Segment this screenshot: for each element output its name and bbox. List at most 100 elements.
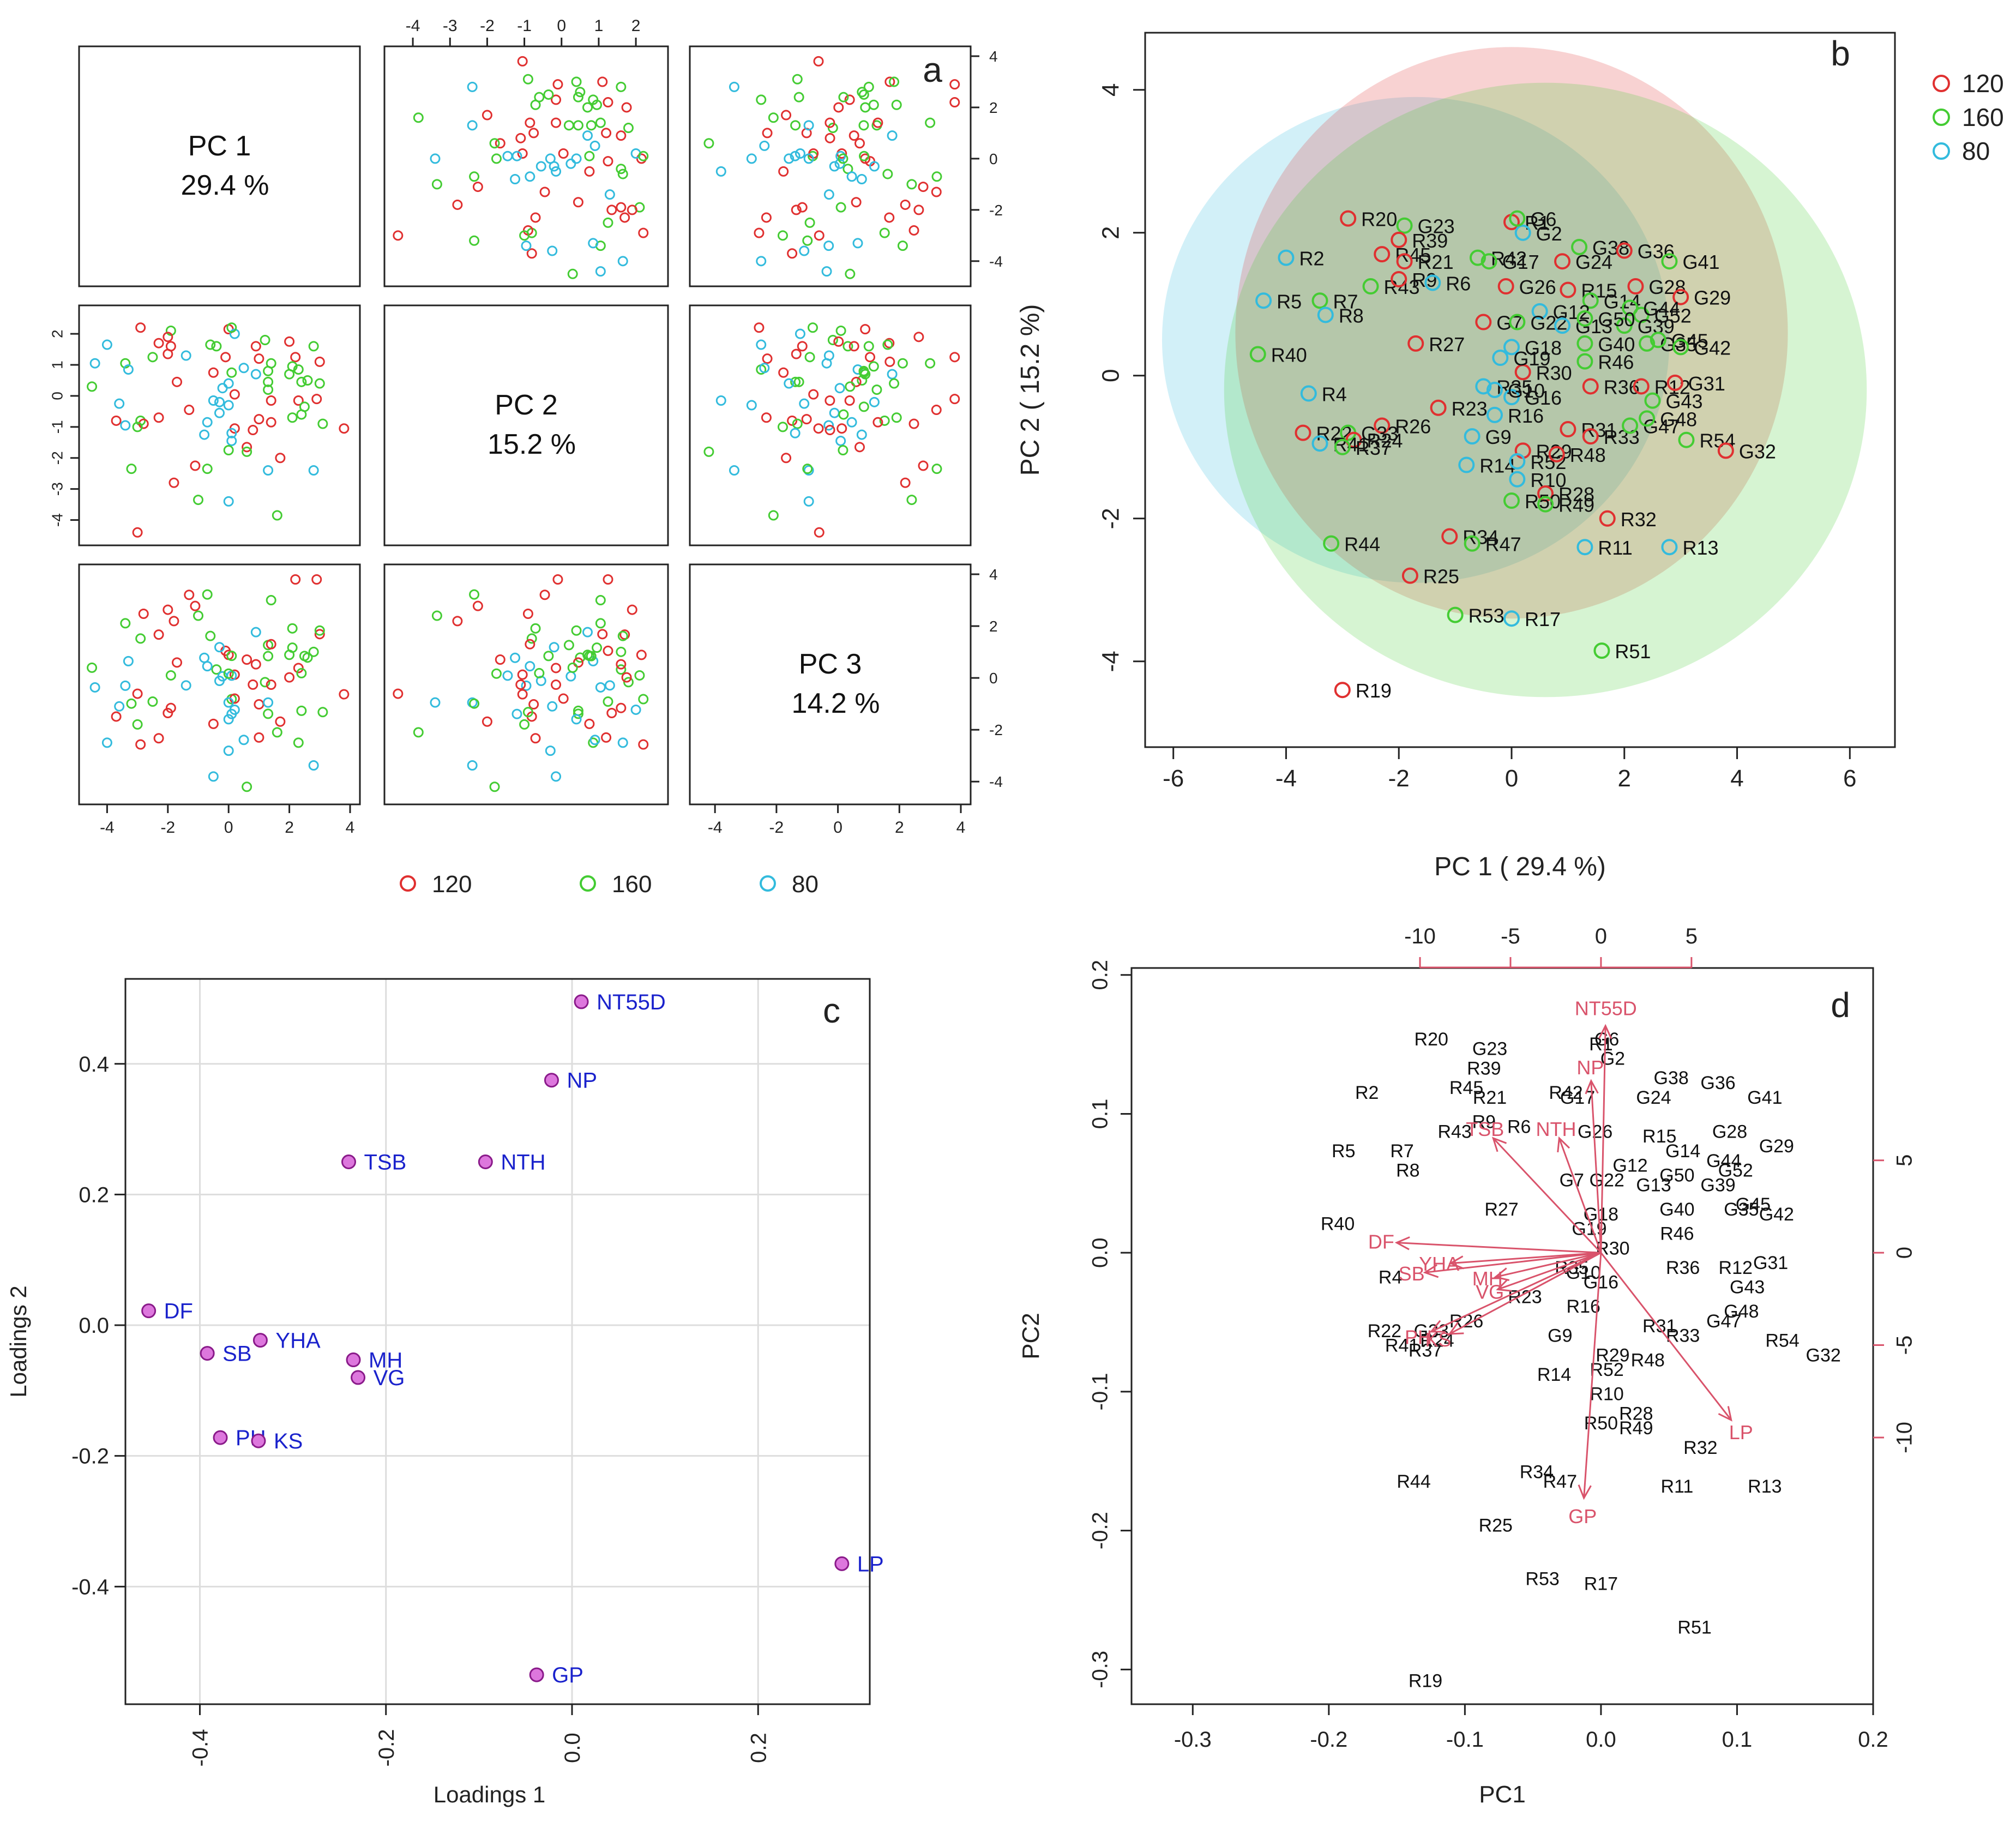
loading-point-label: LP xyxy=(857,1552,884,1576)
pairs-point xyxy=(510,173,521,184)
pairs-point xyxy=(571,153,582,164)
pairs-point xyxy=(226,367,237,378)
pairs-point xyxy=(835,325,846,336)
pairs-point xyxy=(791,348,802,359)
pairs-point xyxy=(263,365,274,376)
pairs-point xyxy=(833,102,844,113)
pairs-point xyxy=(879,415,890,426)
pairs-point xyxy=(317,707,328,718)
pairs-point xyxy=(89,358,100,369)
score-point-label: G29 xyxy=(1694,287,1731,309)
pairs-point xyxy=(469,171,480,182)
loading-point xyxy=(346,1352,361,1368)
diag-pc-variance: 29.4 % xyxy=(181,170,269,201)
legend-marker-80 xyxy=(1933,142,1950,160)
pairs-point xyxy=(551,771,562,782)
y-tick-label: 0.2 xyxy=(1088,960,1112,990)
loading-point xyxy=(213,1430,228,1445)
score-point-label: R29 xyxy=(1536,440,1572,462)
score-point xyxy=(1407,335,1424,352)
pairs-point xyxy=(825,117,835,128)
pairs-point xyxy=(586,651,597,662)
pairs-point xyxy=(761,412,772,423)
pairs-point xyxy=(238,363,249,374)
pairs-point xyxy=(808,389,819,400)
score-point-label: R17 xyxy=(1525,608,1561,630)
pairs-tick-label: -4 xyxy=(708,819,723,837)
pairs-point xyxy=(120,420,131,431)
pairs-point xyxy=(829,161,840,172)
score-point-label: R11 xyxy=(1598,537,1632,559)
biplot-score-label: G41 xyxy=(1747,1087,1782,1108)
biplot-score-label: R21 xyxy=(1473,1087,1507,1108)
loading-arrow-label: GP xyxy=(1568,1505,1597,1528)
x-tick-label: -2 xyxy=(1388,765,1410,792)
pairs-point xyxy=(606,205,617,215)
pairs-point xyxy=(829,407,840,418)
pairs-point xyxy=(266,595,276,606)
pairs-tick-label: -4 xyxy=(100,819,115,837)
score-point-label: G44 xyxy=(1643,297,1680,320)
biplot-score-label: G22 xyxy=(1590,1170,1624,1190)
pairs-point xyxy=(797,341,808,352)
pairs-point xyxy=(603,156,613,167)
pairs-point xyxy=(467,760,478,771)
pairs-point xyxy=(299,651,310,662)
pairs-point xyxy=(223,745,234,756)
biplot-score-label: R32 xyxy=(1683,1438,1717,1458)
pairs-point xyxy=(521,240,532,251)
score-point-label: G32 xyxy=(1739,440,1776,462)
score-point xyxy=(1582,292,1599,309)
biplot-score-label: G38 xyxy=(1654,1068,1689,1089)
pairs-point xyxy=(795,328,805,339)
pairs-point xyxy=(787,415,798,426)
pairs-point xyxy=(603,574,613,585)
score-point xyxy=(1576,539,1593,556)
pairs-point xyxy=(111,415,122,426)
pairs-point xyxy=(530,733,541,744)
score-point-label: R16 xyxy=(1508,405,1544,427)
pairs-point xyxy=(190,460,201,471)
score-point-label: R32 xyxy=(1621,508,1657,531)
score-point xyxy=(1503,492,1520,509)
top-tick-label: 0 xyxy=(1595,924,1607,948)
score-point xyxy=(1464,428,1481,445)
pairs-point xyxy=(949,97,960,108)
pairs-tick-label: -4 xyxy=(989,253,1003,270)
loading-arrow xyxy=(1583,1253,1602,1498)
score-point xyxy=(1633,306,1650,323)
loading-arrow-head xyxy=(1578,1484,1592,1500)
biplot-score-label: G29 xyxy=(1759,1136,1794,1157)
pairs-point xyxy=(547,245,558,256)
pairs-tick-label: 0 xyxy=(49,392,65,400)
pairs-tick-label: -4 xyxy=(989,773,1003,790)
biplot-score-label: G23 xyxy=(1472,1039,1507,1060)
pairs-point xyxy=(606,708,617,719)
pairs-tick-label: -2 xyxy=(989,202,1003,219)
y-tick-label: 0.0 xyxy=(79,1314,109,1338)
pairs-point xyxy=(275,453,286,464)
loading-arrow-head xyxy=(1394,1236,1410,1250)
pairs-point xyxy=(202,661,213,672)
pairs-point xyxy=(153,733,164,744)
pairs-point xyxy=(891,412,902,423)
pairs-point xyxy=(296,668,307,678)
score-point-label: R42 xyxy=(1491,248,1527,270)
loading-arrow-head xyxy=(1557,1136,1570,1153)
pairs-point xyxy=(135,739,146,750)
score-point xyxy=(1441,528,1458,545)
pairs-point xyxy=(469,235,480,246)
loading-arrow-label: MH xyxy=(1472,1267,1503,1290)
right-tick-label: 5 xyxy=(1893,1154,1917,1166)
pairs-tick-label: 2 xyxy=(895,819,904,837)
pairs-point xyxy=(87,662,98,673)
score-point xyxy=(1548,446,1565,462)
pairs-point xyxy=(949,79,960,90)
pairs-point xyxy=(860,324,871,335)
pairs-point xyxy=(311,394,322,405)
score-point-label: R50 xyxy=(1525,490,1561,513)
pairs-point xyxy=(317,418,328,429)
biplot-score-label: R47 xyxy=(1543,1471,1577,1492)
pairs-point xyxy=(101,339,112,350)
biplot-score-label: G16 xyxy=(1584,1272,1618,1293)
